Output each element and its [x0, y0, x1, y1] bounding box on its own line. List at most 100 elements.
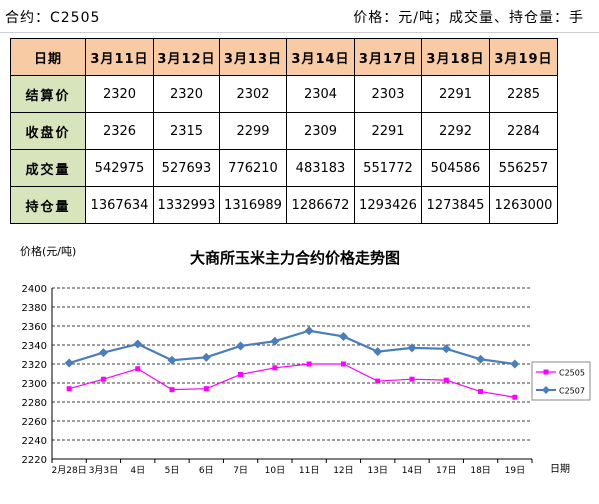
table-cell: 2320: [153, 75, 220, 113]
x-axis-label: 日期: [550, 463, 570, 475]
x-tick-label: 5日: [165, 465, 180, 476]
y-tick-label: 2280: [22, 398, 47, 409]
x-tick-label: 13日: [367, 465, 387, 476]
x-tick-label: 18日: [470, 465, 490, 476]
y-tick-label: 2360: [22, 322, 47, 333]
table-cell: 2303: [354, 75, 422, 113]
y-tick-label: 2260: [22, 417, 47, 428]
table-header-row: 日期 3月11日 3月12日 3月13日 3月14日 3月17日 3月18日 3…: [10, 38, 558, 76]
table-row: 成交量 542975 527693 776210 483183 551772 5…: [10, 149, 558, 187]
header-bar: 合约：C2505 价格：元/吨；成交量、持仓量：手: [0, 0, 599, 36]
x-tick-label: 7日: [233, 465, 248, 476]
data-point: [340, 361, 346, 367]
data-point: [201, 352, 211, 362]
table-cell: 1293426: [354, 186, 422, 224]
table-cell: 2315: [153, 112, 220, 150]
table-cell: 2299: [219, 112, 287, 150]
table-cell: 1263000: [489, 186, 558, 224]
data-point: [478, 389, 484, 395]
table-cell: 2291: [421, 75, 490, 113]
table-row: 结算价 2320 2320 2302 2304 2303 2291 2285: [10, 75, 558, 113]
header-divider: [0, 32, 599, 33]
units-label: 价格：元/吨；成交量、持仓量：手: [353, 10, 584, 26]
chart-title: 大商所玉米主力合约价格走势图: [190, 249, 400, 267]
y-tick-label: 2380: [22, 303, 47, 314]
data-point: [169, 387, 175, 393]
date-header: 3月12日: [153, 38, 220, 76]
corner-header: 日期: [10, 38, 86, 76]
x-tick-label: 12日: [333, 465, 353, 476]
table-cell: 2320: [85, 75, 154, 113]
data-point: [203, 386, 209, 392]
table-cell: 527693: [153, 149, 220, 187]
data-point: [236, 341, 246, 351]
data-point: [167, 355, 177, 365]
table-cell: 483183: [286, 149, 355, 187]
data-point: [510, 359, 520, 369]
contract-label: 合约：C2505: [5, 10, 101, 26]
row-label-open-interest: 持仓量: [10, 186, 86, 224]
data-point: [100, 376, 106, 382]
price-trend-chart: 大商所玉米主力合约价格走势图 价格(元/吨) 日期 22202240226022…: [20, 244, 591, 476]
data-point: [98, 348, 108, 358]
table-cell: 1286672: [286, 186, 355, 224]
data-point: [443, 377, 449, 383]
data-point: [306, 361, 312, 367]
row-label-close: 收盘价: [10, 112, 86, 150]
data-point: [133, 339, 143, 349]
table-cell: 2292: [421, 112, 490, 150]
axis-layer: 2220 2240 2260 2280 2300 2320 2340 2360 2380 2400…: [22, 284, 533, 476]
x-tick-label: 10日: [265, 465, 285, 476]
x-tick-label: 6日: [199, 465, 214, 476]
y-tick-label: 2320: [22, 360, 47, 371]
table-cell: 1273845: [421, 186, 490, 224]
table-cell: 2309: [286, 112, 355, 150]
x-tick-label: 14日: [402, 465, 422, 476]
date-header: 3月19日: [489, 38, 558, 76]
table-cell: 2291: [354, 112, 422, 150]
date-header: 3月14日: [286, 38, 355, 76]
data-point: [272, 365, 278, 371]
table-cell: 2302: [219, 75, 287, 113]
y-tick-label: 2400: [22, 284, 47, 295]
data-point: [375, 378, 381, 384]
data-point: [338, 331, 348, 341]
x-tick-label: 4日: [130, 465, 145, 476]
data-point: [238, 371, 244, 377]
data-point: [441, 344, 451, 354]
table-cell: 551772: [354, 149, 422, 187]
legend: C2505 C2507: [531, 361, 591, 401]
y-tick-label: 2220: [22, 455, 47, 466]
y-tick-label: 2240: [22, 436, 47, 447]
data-point: [304, 326, 314, 336]
table-row: 持仓量 1367634 1332993 1316989 1286672 1293…: [10, 186, 558, 224]
row-label-settle: 结算价: [10, 75, 86, 113]
table-cell: 2326: [85, 112, 154, 150]
x-tick-label: 17日: [436, 465, 456, 476]
y-tick-label: 2340: [22, 341, 47, 352]
table-cell: 542975: [85, 149, 154, 187]
y-tick-label: 2300: [22, 379, 47, 390]
legend-label: C2505: [559, 369, 585, 378]
y-axis-label: 价格(元/吨): [20, 244, 76, 258]
legend-swatch-marker: [543, 369, 549, 375]
series-line-C2505: [68, 363, 515, 398]
table-cell: 2304: [286, 75, 355, 113]
series-layer: [64, 326, 520, 400]
price-table: 日期 3月11日 3月12日 3月13日 3月14日 3月17日 3月18日 3…: [10, 38, 558, 224]
table-cell: 2284: [489, 112, 558, 150]
data-point: [64, 358, 74, 368]
date-header: 3月11日: [85, 38, 154, 76]
x-tick-label: 11日: [299, 465, 319, 476]
x-tick-label: 2月28日: [52, 465, 87, 476]
legend-box: [531, 361, 591, 401]
row-label-volume: 成交量: [10, 149, 86, 187]
table-cell: 1316989: [219, 186, 287, 224]
data-point: [66, 386, 72, 392]
series-line-C2507: [68, 329, 516, 366]
x-tick-label: 3月3日: [89, 465, 118, 476]
data-point: [409, 376, 415, 382]
table-cell: 776210: [219, 149, 287, 187]
data-point: [270, 336, 280, 346]
date-header: 3月18日: [421, 38, 490, 76]
